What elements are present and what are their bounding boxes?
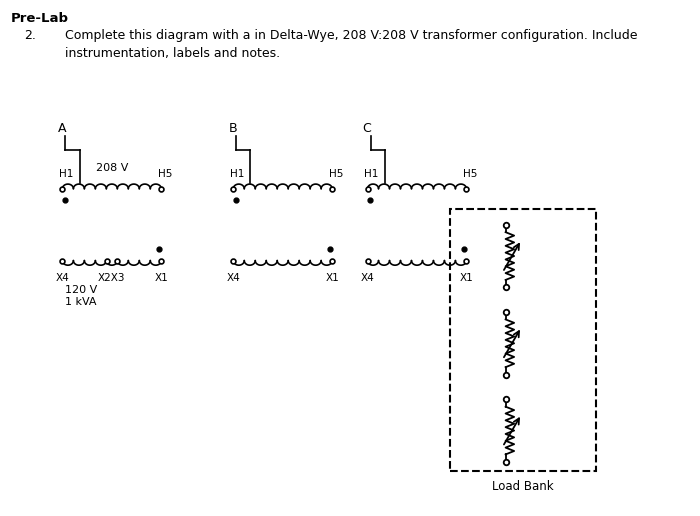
Text: X4: X4 — [360, 273, 374, 283]
Text: Load Bank: Load Bank — [492, 480, 554, 493]
Text: instrumentation, labels and notes.: instrumentation, labels and notes. — [66, 46, 281, 59]
Text: H5: H5 — [463, 169, 477, 180]
Text: H5: H5 — [158, 169, 173, 180]
Text: H1: H1 — [60, 169, 74, 180]
Text: 120 V
1 kVA: 120 V 1 kVA — [66, 285, 98, 307]
Text: X1: X1 — [459, 273, 473, 283]
Text: H1: H1 — [365, 169, 379, 180]
Text: Pre-Lab: Pre-Lab — [10, 12, 69, 25]
Text: C: C — [363, 122, 372, 135]
Text: X4: X4 — [226, 273, 240, 283]
Text: X4: X4 — [55, 273, 69, 283]
Text: X1: X1 — [326, 273, 339, 283]
Bar — [450, 209, 596, 471]
Text: X1: X1 — [155, 273, 168, 283]
Text: X2X3: X2X3 — [98, 273, 125, 283]
Text: H5: H5 — [329, 169, 344, 180]
Text: H1: H1 — [230, 169, 244, 180]
Text: A: A — [57, 122, 66, 135]
Text: B: B — [228, 122, 237, 135]
Text: 208 V: 208 V — [96, 164, 128, 173]
Text: Complete this diagram with a in Delta-Wye, 208 V:208 V transformer configuration: Complete this diagram with a in Delta-Wy… — [66, 29, 638, 42]
Text: 2.: 2. — [25, 29, 36, 42]
